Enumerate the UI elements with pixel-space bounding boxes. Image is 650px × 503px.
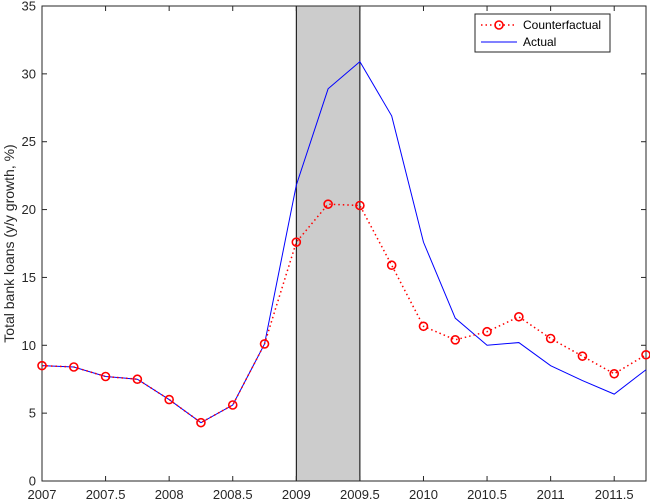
y-tick-label: 30 [22, 66, 36, 81]
counterfactual-point [164, 394, 174, 405]
counterfactual-point [100, 371, 111, 382]
y-tick-label: 35 [22, 0, 36, 14]
counterfactual-point [259, 339, 270, 349]
x-tick-label: 2008.5 [213, 487, 253, 502]
legend-actual-label: Actual [523, 35, 556, 49]
counterfactual-point [323, 199, 333, 209]
counterfactual-point [132, 374, 143, 385]
y-tick-label: 25 [22, 134, 36, 149]
counterfactual-point [577, 351, 588, 361]
counterfactual-point [37, 360, 47, 371]
counterfactual-point [386, 260, 397, 271]
x-tick-label: 2008 [155, 487, 184, 502]
counterfactual-point [291, 237, 302, 247]
counterfactual-point [482, 326, 492, 337]
counterfactual-point [227, 400, 238, 410]
counterfactual-point [196, 417, 206, 428]
x-tick-label: 2007.5 [86, 487, 126, 502]
counterfactual-point [609, 368, 620, 379]
counterfactual-point [514, 311, 524, 322]
actual-series-line [41, 60, 647, 424]
plot-area-frame [41, 5, 647, 482]
y-tick-label: 0 [29, 474, 36, 489]
y-axis-title: Total bank loans (y/y growth, %) [1, 144, 17, 342]
counterfactual-point [68, 362, 79, 372]
y-tick-label: 10 [22, 338, 36, 353]
y-tick-label: 15 [22, 270, 36, 285]
counterfactual-point [450, 335, 461, 345]
x-tick-label: 2007 [28, 487, 57, 502]
x-tick-label: 2011.5 [595, 487, 634, 502]
legend-counterfactual-label: Counterfactual [523, 18, 601, 32]
y-tick-label: 20 [22, 202, 36, 217]
counterfactual-point [641, 349, 650, 360]
y-tick-label: 5 [29, 406, 36, 421]
legend-counterfactual-marker [494, 20, 504, 30]
x-tick-label: 2010.5 [467, 487, 507, 502]
counterfactual-point [355, 200, 365, 211]
counterfactual-point [545, 333, 556, 344]
legend-box [474, 13, 611, 53]
counterfactual-series-line [41, 203, 647, 424]
x-tick-label: 2011 [537, 487, 565, 502]
shaded-region [295, 5, 361, 482]
legend: Counterfactual Actual [474, 13, 611, 53]
x-tick-label: 2009.5 [340, 487, 380, 502]
counterfactual-point [418, 321, 429, 332]
x-tick-label: 2009 [282, 487, 311, 502]
x-tick-label: 2010 [409, 487, 438, 502]
